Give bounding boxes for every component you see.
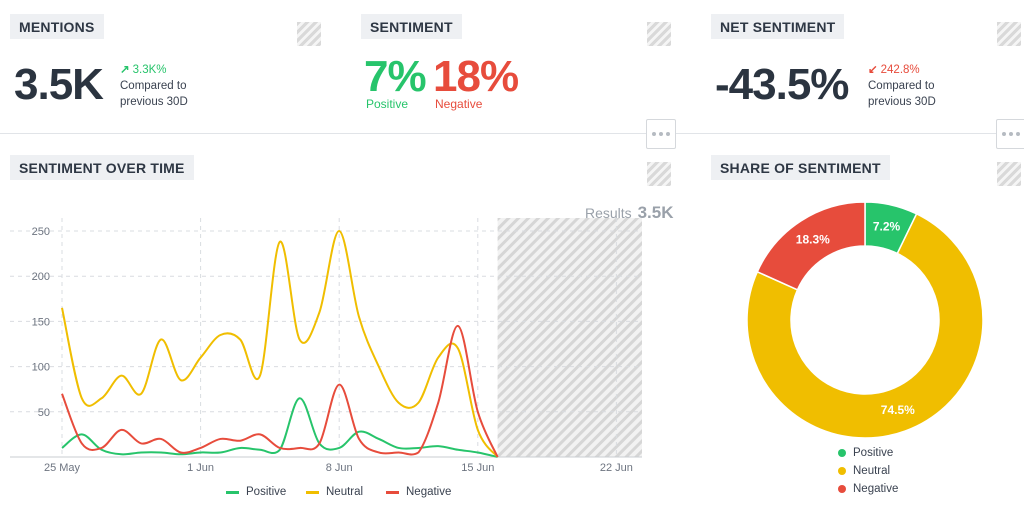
y-tick-label: 150 xyxy=(32,316,50,328)
mentions-value: 3.5K xyxy=(14,60,104,109)
dot-icon xyxy=(1016,132,1020,136)
x-tick-label: 22 Jun xyxy=(600,462,633,474)
donut-legend-neutral[interactable]: Neutral xyxy=(838,465,890,477)
donut-legend-negative-label: Negative xyxy=(853,483,899,495)
net-sentiment-title: NET SENTIMENT xyxy=(711,14,845,39)
future-shaded-region xyxy=(497,218,642,457)
over-time-title: SENTIMENT OVER TIME xyxy=(10,155,194,180)
net-compare-line1: Compared to xyxy=(868,80,935,92)
share-placeholder-icon xyxy=(997,162,1021,186)
results-value: 3.5K xyxy=(637,203,674,222)
x-tick-label: 1 Jun xyxy=(187,462,214,474)
net-sentiment-value: -43.5% xyxy=(715,60,849,109)
sentiment-positive-value: 7% xyxy=(364,52,427,101)
y-tick-label: 250 xyxy=(32,226,50,238)
sentiment-over-time-chart: 50 100 150 200 250 25 May 1 Jun 8 Jun 15 Jun 22 J… xyxy=(10,218,642,474)
dot-icon xyxy=(659,132,663,136)
negative-swatch-icon xyxy=(386,490,399,494)
y-tick-label: 200 xyxy=(32,271,50,283)
x-tick-label: 25 May xyxy=(44,462,81,474)
sentiment-positive-label: Positive xyxy=(366,97,409,111)
y-tick-label: 100 xyxy=(32,362,50,374)
legend-negative-label: Negative xyxy=(406,486,452,498)
mentions-placeholder-icon xyxy=(297,22,321,46)
mentions-title: MENTIONS xyxy=(10,14,104,39)
neutral-swatch-icon xyxy=(306,490,319,494)
row-divider xyxy=(0,133,1024,134)
mentions-compare-line1: Compared to xyxy=(120,80,187,92)
donut-label-negative: 18.3% xyxy=(796,232,830,246)
donut-legend-positive-label: Positive xyxy=(853,447,894,459)
legend-negative[interactable]: Negative xyxy=(386,486,451,498)
positive-swatch-icon xyxy=(226,490,239,494)
net-compare-line2: previous 30D xyxy=(868,96,936,108)
dot-icon xyxy=(652,132,656,136)
sentiment-negative-value: 18% xyxy=(433,52,519,101)
negative-dot-icon xyxy=(838,485,846,493)
dot-icon xyxy=(666,132,670,136)
donut-label-positive: 7.2% xyxy=(873,219,901,233)
neutral-dot-icon xyxy=(838,467,846,475)
net-sentiment-delta: ↙ 242.8% Compared to previous 30D xyxy=(868,62,936,110)
more-options-button[interactable] xyxy=(996,119,1024,149)
donut-slice-negative xyxy=(756,201,866,291)
donut-legend-neutral-label: Neutral xyxy=(853,465,891,477)
dot-icon xyxy=(1002,132,1006,136)
y-tick-label: 50 xyxy=(38,407,50,419)
mentions-compare-line2: previous 30D xyxy=(120,96,188,108)
legend-positive-label: Positive xyxy=(246,486,287,498)
mentions-delta: ↗ 3.3K% Compared to previous 30D xyxy=(120,62,188,110)
dot-icon xyxy=(1009,132,1013,136)
results-summary: Results 3.5K xyxy=(585,203,674,223)
negative-series-line xyxy=(61,324,499,458)
more-options-button[interactable] xyxy=(646,119,676,149)
net-sentiment-delta-value: 242.8% xyxy=(880,64,920,76)
x-tick-label: 8 Jun xyxy=(326,462,353,474)
donut-legend-negative[interactable]: Negative xyxy=(838,483,898,495)
sentiment-negative-label: Negative xyxy=(435,97,483,111)
legend-neutral-label: Neutral xyxy=(326,486,364,498)
x-tick-label: 15 Jun xyxy=(461,462,494,474)
neutral-series-line xyxy=(61,230,499,458)
results-label: Results xyxy=(585,205,632,221)
mentions-delta-value: 3.3K% xyxy=(132,64,167,76)
trend-up-icon: ↗ xyxy=(120,64,130,76)
trend-down-icon: ↙ xyxy=(868,64,878,76)
positive-dot-icon xyxy=(838,449,846,457)
sentiment-placeholder-icon xyxy=(647,22,671,46)
sentiment-title: SENTIMENT xyxy=(361,14,462,39)
donut-legend-positive[interactable]: Positive xyxy=(838,447,893,459)
legend-positive[interactable]: Positive xyxy=(226,486,286,498)
over-time-placeholder-icon xyxy=(647,162,671,186)
positive-series-line xyxy=(61,397,498,458)
donut-slice-neutral xyxy=(746,212,984,439)
net-sentiment-placeholder-icon xyxy=(997,22,1021,46)
legend-neutral[interactable]: Neutral xyxy=(306,486,363,498)
share-title: SHARE OF SENTIMENT xyxy=(711,155,890,180)
share-of-sentiment-donut: 7.2% 74.5% 18.3% xyxy=(746,201,984,439)
donut-label-neutral: 74.5% xyxy=(881,403,915,417)
